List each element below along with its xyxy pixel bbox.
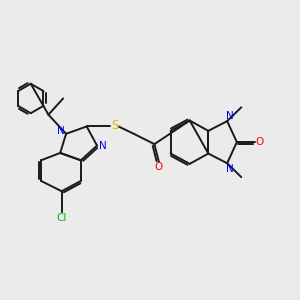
Text: N: N bbox=[99, 141, 107, 151]
Text: N: N bbox=[57, 126, 65, 136]
Text: N: N bbox=[226, 164, 233, 173]
Text: N: N bbox=[226, 111, 233, 121]
Text: S: S bbox=[111, 119, 118, 132]
Text: O: O bbox=[155, 162, 163, 172]
Text: Cl: Cl bbox=[56, 213, 67, 223]
Text: O: O bbox=[256, 137, 264, 147]
